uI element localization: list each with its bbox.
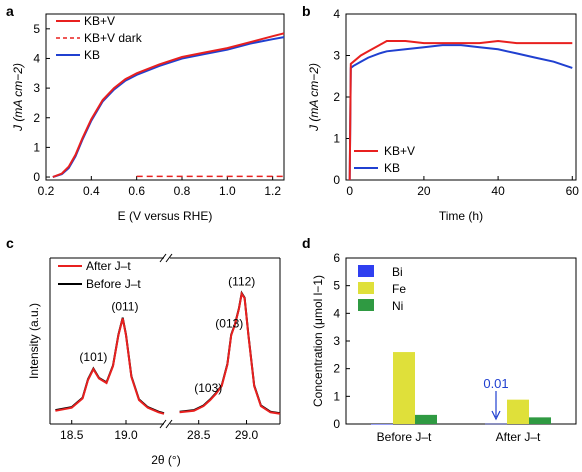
legend-label-bi: Bi [392,265,403,279]
a-xtick-label: 0.8 [174,184,191,198]
chart-a-legend: KB+V KB+V dark KB [56,14,143,62]
b-xtick-label: 60 [566,184,580,198]
chart-c-xlabel: 2θ (°) [151,453,180,467]
d-bar-fe [507,399,529,424]
b-ytick-label: 2 [333,90,340,104]
chart-b: 0 20 40 60 0 1 2 3 4 KB+V KB J (mA cm−2) Time (h… [307,7,579,223]
d-ytick-label: 3 [333,334,340,348]
d-bar-ni [415,414,437,424]
a-ytick-label: 5 [33,22,40,36]
annotation-0-01: 0.01 [483,376,508,391]
d-ytick-label: 5 [333,279,340,293]
legend-label-fe: Fe [392,282,406,296]
chart-b-ylabel: J (mA cm−2) [307,63,321,132]
b-ytick-label: 1 [333,132,340,146]
d-ytick-label: 6 [333,251,340,265]
legend-label-b-kbv: KB+V [384,144,415,158]
a-ytick-label: 2 [33,111,40,125]
axis-break-marks [159,253,173,429]
c-after-right [179,290,281,415]
chart-c: 18.5 19.0 28.5 29.0 (101) (011) (103) (013) (11… [27,253,281,467]
a-xtick-label: 1.2 [264,184,281,198]
chart-b-legend: KB+V KB [354,144,415,175]
b-xtick-label: 0 [346,184,353,198]
b-xtick-label: 20 [417,184,431,198]
chart-a-ylabel: J (mA cm−2) [11,63,25,132]
legend-swatch-bi [358,265,374,277]
c-after-left [55,318,165,415]
a-xtick-label: 0.2 [38,184,55,198]
b-ytick-label: 4 [333,7,340,21]
b-ytick-label: 0 [333,173,340,187]
a-ytick-label: 1 [33,140,40,154]
b-ytick-label: 3 [333,49,340,63]
c-peak-label: (103) [194,381,222,395]
chart-d: 0 1 2 3 4 5 6 Before J–t After J–t Bi Fe Ni 0.01… [311,251,577,444]
chart-d-frame [345,257,577,425]
a-ytick-label: 4 [33,51,40,65]
a-xtick-label: 0.6 [128,184,145,198]
c-peak-label: (013) [215,316,243,330]
d-bar-fe [393,352,415,424]
d-bar-bi [485,423,507,425]
legend-label-after: After J–t [86,259,131,273]
legend-label-b-kb: KB [384,161,400,175]
chart-a-frame [45,13,285,181]
legend-label-before: Before J–t [86,277,141,291]
legend-label-kbv: KB+V [84,14,115,28]
a-ytick-label: 3 [33,81,40,95]
d-ytick-label: 2 [333,362,340,376]
d-ytick-label: 4 [333,306,340,320]
c-peak-label: (011) [111,299,138,313]
b-series-0 [348,39,573,181]
c-xtick-label: 19.0 [114,428,138,442]
panel-label-a: a [6,3,14,19]
legend-label-kbv-dark: KB+V dark [84,31,143,45]
c-xtick-label: 18.5 [60,428,84,442]
legend-label-kb: KB [84,48,100,62]
b-series-1 [348,44,573,181]
b-xtick-label: 40 [491,184,505,198]
chart-d-ylabel: Concentration (μmol l−1) [311,275,325,407]
a-xtick-label: 0.4 [83,184,100,198]
legend-label-ni: Ni [392,299,403,313]
c-peak-label: (101) [79,350,107,364]
c-xtick-label: 28.5 [187,428,211,442]
legend-swatch-ni [358,299,374,311]
chart-c-ylabel: Intensity (a.u.) [27,303,41,379]
d-ytick-label: 0 [333,417,340,431]
d-category-label: After J–t [496,430,541,444]
c-peak-label: (112) [228,275,255,289]
annotation-arrow-head [491,410,501,421]
panel-label-c: c [6,235,14,251]
chart-c-legend: After J–t Before J–t [58,259,141,291]
panel-label-b: b [302,3,311,19]
legend-swatch-fe [358,282,374,294]
chart-a: 0.2 0.4 0.6 0.8 1.0 1.2 0 1 2 3 4 5 KB+V KB+V dark … [11,13,285,223]
d-bar-ni [529,417,551,424]
chart-a-xlabel: E (V versus RHE) [118,209,213,223]
chart-b-frame [345,13,577,181]
panel-label-d: d [302,235,311,251]
a-ytick-label: 0 [33,170,40,184]
d-category-label: Before J–t [377,430,432,444]
c-before-left [55,317,165,415]
c-xtick-label: 29.0 [235,428,259,442]
d-ytick-label: 1 [333,389,340,403]
chart-b-xlabel: Time (h) [439,209,483,223]
a-xtick-label: 1.0 [219,184,236,198]
a-series-0 [52,32,285,178]
d-bar-bi [371,424,393,425]
chart-d-legend: Bi Fe Ni [358,265,406,313]
